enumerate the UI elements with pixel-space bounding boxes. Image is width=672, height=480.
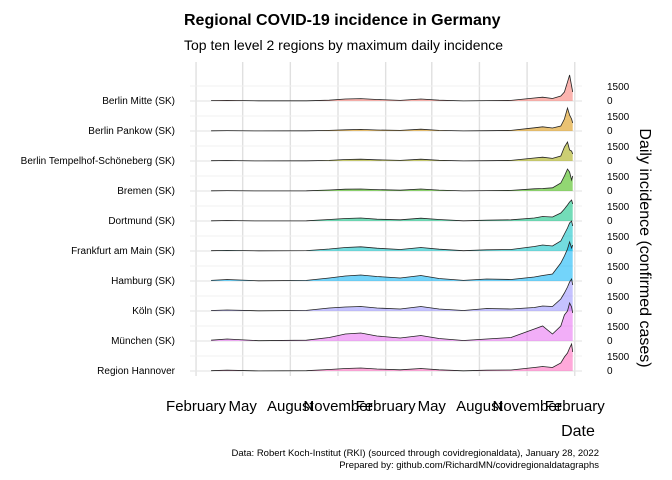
ridge-line — [211, 220, 574, 252]
x-tick-label: February — [356, 398, 417, 415]
ridge-row: Köln (SK) 1500 0 — [132, 277, 630, 317]
ridge-area — [211, 75, 573, 101]
ridge-row: Berlin Mitte (SK) 1500 0 — [102, 74, 630, 107]
ridge-row: München (SK) 1500 0 — [111, 301, 630, 347]
x-tick-label: November — [492, 398, 561, 415]
ridge-line — [211, 140, 574, 162]
ridge-line — [211, 240, 574, 282]
region-label: Region Hannover — [97, 366, 175, 377]
region-label: Berlin Mitte (SK) — [102, 96, 175, 107]
region-label: Dortmund (SK) — [108, 216, 175, 227]
y-tick-label: 1500 — [607, 172, 630, 183]
y-tick-label: 0 — [607, 366, 613, 377]
ridge-line — [211, 199, 574, 222]
x-tick-label: August — [267, 398, 315, 415]
ridge-row: Dortmund (SK) 1500 0 — [108, 199, 630, 227]
ridge-row: Berlin Tempelhof-Schöneberg (SK) 1500 0 — [21, 140, 630, 167]
chart-subtitle: Top ten level 2 regions by maximum daily… — [184, 37, 503, 53]
ridge-line — [211, 106, 574, 132]
y-tick-label: 0 — [607, 96, 613, 107]
ridge-row: Region Hannover 1500 0 — [97, 342, 630, 377]
y-tick-label: 0 — [607, 276, 613, 287]
y-tick-label: 1500 — [607, 202, 630, 213]
x-tick-label: February — [545, 398, 606, 415]
x-tick-label: May — [229, 398, 258, 415]
ridge-area — [211, 108, 573, 131]
region-label: Hamburg (SK) — [111, 276, 175, 287]
ridge-area — [211, 279, 573, 311]
y-tick-label: 1500 — [607, 322, 630, 333]
x-tick-label: August — [456, 398, 504, 415]
region-label: München (SK) — [111, 336, 175, 347]
y-tick-label: 1500 — [607, 112, 630, 123]
ridge-row: Frankfurt am Main (SK) 1500 0 — [71, 220, 630, 257]
y-tick-label: 1500 — [607, 262, 630, 273]
y-tick-label: 1500 — [607, 352, 630, 363]
x-tick-label: November — [303, 398, 372, 415]
y-tick-label: 0 — [607, 306, 613, 317]
ridge-area — [211, 200, 573, 221]
ridge-area — [211, 221, 573, 251]
chart-title: Regional COVID-19 incidence in Germany — [184, 12, 501, 29]
region-label: Bremen (SK) — [117, 186, 175, 197]
y-tick-label: 1500 — [607, 82, 630, 93]
x-axis-label: Date — [561, 423, 595, 440]
y-tick-label: 0 — [607, 246, 613, 257]
ridge-line — [211, 301, 574, 342]
x-tick-label: May — [418, 398, 447, 415]
ridge-line — [211, 277, 574, 312]
ridge-row: Bremen (SK) 1500 0 — [117, 168, 630, 197]
y-tick-label: 1500 — [607, 232, 630, 243]
region-label: Berlin Tempelhof-Schöneberg (SK) — [21, 156, 175, 167]
y-tick-label: 0 — [607, 156, 613, 167]
y-axis-label: Daily incidence (confirmed cases) — [636, 128, 653, 367]
region-label: Berlin Pankow (SK) — [88, 126, 175, 137]
y-tick-label: 0 — [607, 186, 613, 197]
y-tick-label: 0 — [607, 126, 613, 137]
ridge-line — [211, 342, 574, 372]
ridge-area — [211, 242, 573, 281]
region-label: Frankfurt am Main (SK) — [71, 246, 175, 257]
ridge-area — [211, 169, 573, 191]
ridge-line — [211, 74, 574, 102]
ridge-area — [211, 303, 573, 341]
region-label: Köln (SK) — [132, 306, 175, 317]
ridge-row: Hamburg (SK) 1500 0 — [111, 240, 630, 287]
y-tick-label: 0 — [607, 216, 613, 227]
ridge-line — [211, 168, 574, 192]
ridge-area — [211, 142, 573, 161]
ridge-row: Berlin Pankow (SK) 1500 0 — [88, 106, 630, 137]
y-tick-label: 0 — [607, 336, 613, 347]
ridge-area — [211, 344, 573, 371]
caption-line-2: Prepared by: github.com/RichardMN/covidr… — [339, 460, 599, 471]
y-tick-label: 1500 — [607, 292, 630, 303]
x-tick-label: February — [166, 398, 227, 415]
y-tick-label: 1500 — [607, 142, 630, 153]
caption-line-1: Data: Robert Koch-Institut (RKI) (source… — [231, 448, 599, 459]
